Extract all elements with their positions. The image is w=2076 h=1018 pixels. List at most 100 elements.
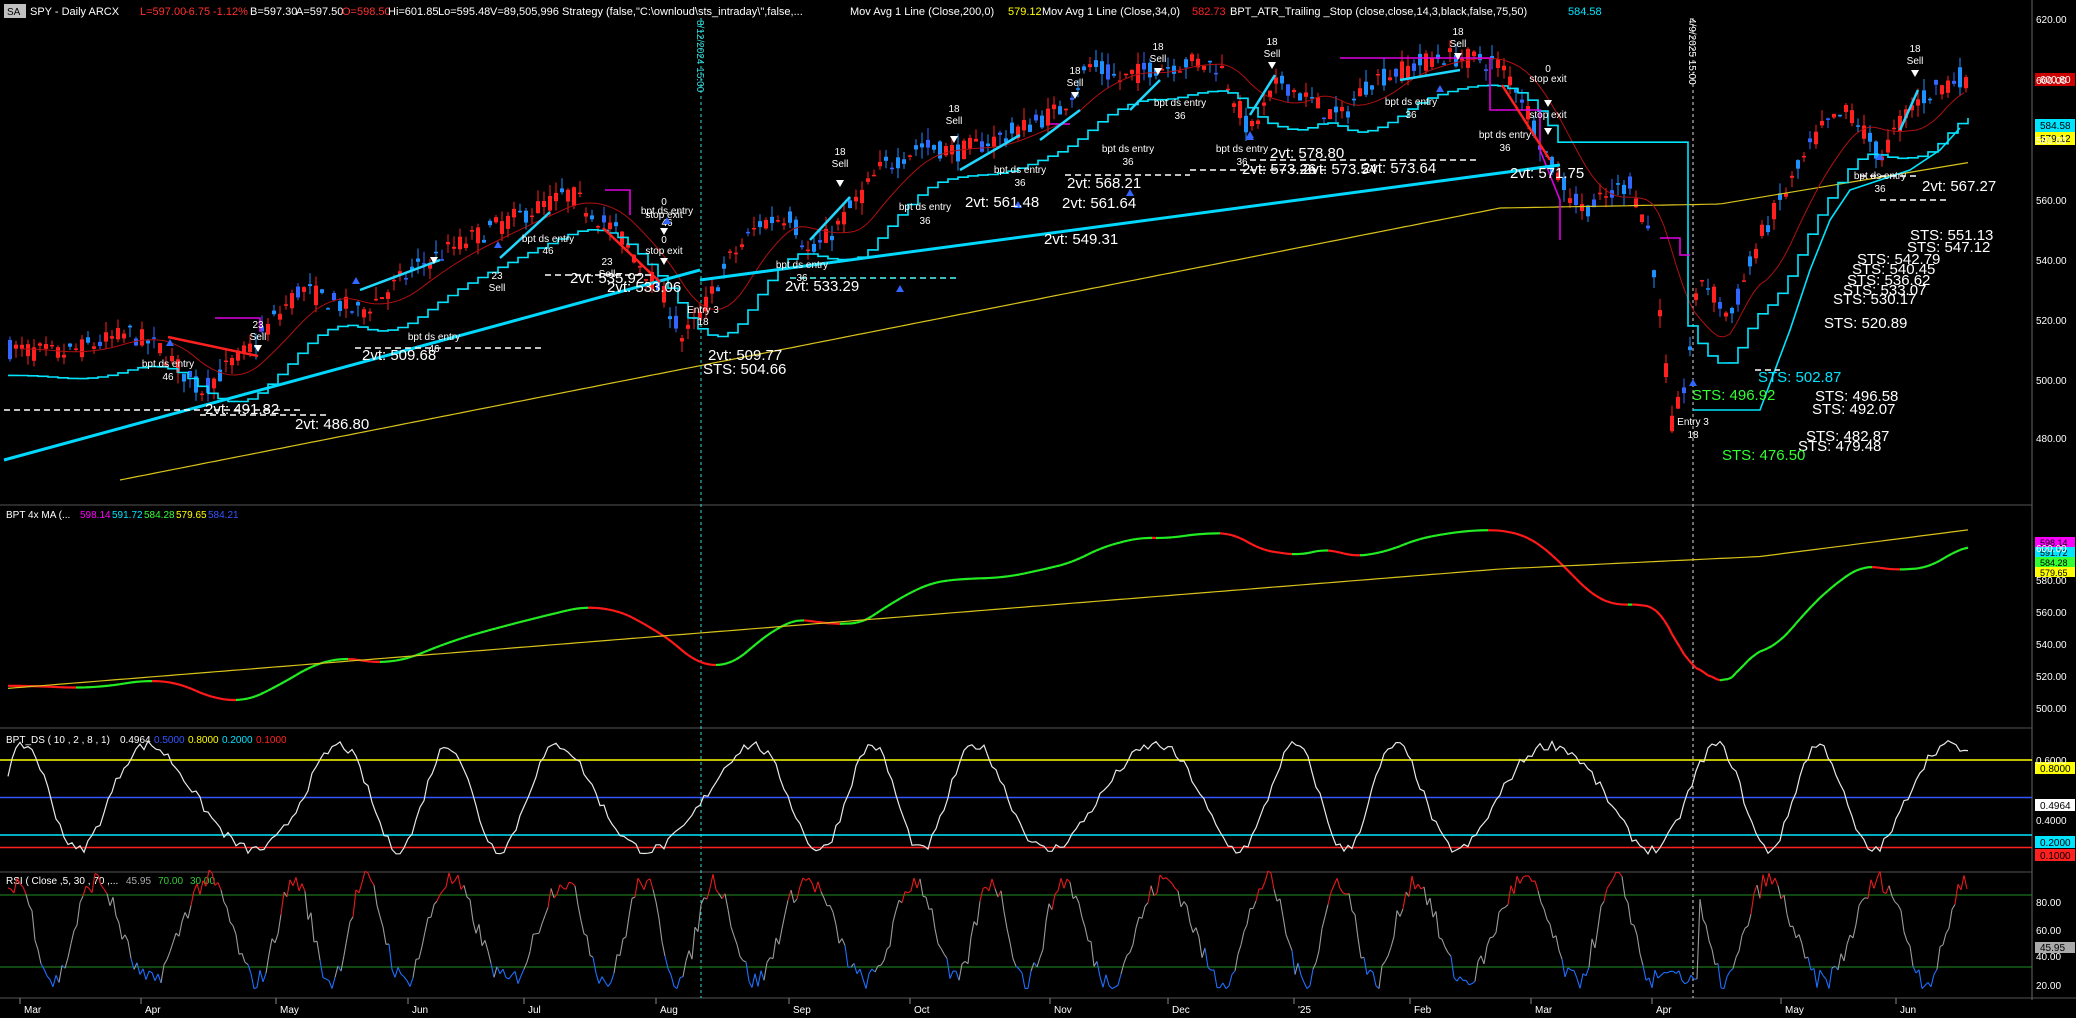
rsi-segment xyxy=(1213,969,1218,988)
rsi-segment xyxy=(1396,910,1401,917)
ma4-tick-label: 540.00 xyxy=(2036,640,2067,651)
candle-body xyxy=(872,174,876,177)
candle-body xyxy=(1928,98,1932,101)
ma4-segment xyxy=(459,636,465,640)
rsi-segment xyxy=(1690,974,1695,980)
ds-oscillator xyxy=(7,739,1969,855)
rsi-segment xyxy=(655,901,660,919)
ma4-slow-line xyxy=(7,529,1969,689)
rsi-segment xyxy=(1600,901,1605,907)
rsi-segment xyxy=(823,897,828,907)
rsi-segment xyxy=(1501,906,1506,910)
sell-arrow-icon xyxy=(836,180,844,187)
rsi-segment xyxy=(229,921,234,927)
buy-arrow-icon xyxy=(1436,85,1444,92)
buy-arrow-icon xyxy=(663,217,671,224)
ma4-segment xyxy=(1839,577,1845,582)
ma4-segment xyxy=(667,638,673,643)
ma4-segment xyxy=(1123,539,1129,543)
candle-body xyxy=(1442,63,1446,65)
rsi-segment xyxy=(1033,962,1038,968)
ma4-segment xyxy=(1719,678,1725,682)
rsi-segment xyxy=(1801,943,1806,959)
rsi-segment xyxy=(1687,974,1692,983)
candle-body xyxy=(530,215,534,218)
ma4-segment xyxy=(287,676,293,681)
rsi-segment xyxy=(1960,875,1965,891)
candle-body xyxy=(884,156,888,161)
rsi-segment xyxy=(559,884,564,889)
signal-annotation: 23 xyxy=(252,320,264,331)
ma4-segment xyxy=(603,607,609,611)
rsi-segment xyxy=(1417,883,1422,890)
candle-body xyxy=(1136,63,1140,84)
ds-value: 0.4964 xyxy=(120,735,151,746)
rsi-segment xyxy=(298,883,303,892)
rsi-segment xyxy=(169,942,174,952)
rsi-segment xyxy=(1021,972,1026,989)
rsi-segment xyxy=(1093,961,1098,967)
ma4-segment xyxy=(279,681,285,686)
ma4-segment xyxy=(419,651,425,655)
signal-annotation: 36 xyxy=(1174,111,1186,122)
rsi-segment xyxy=(814,881,819,893)
rsi-segment xyxy=(766,957,771,963)
rsi-segment xyxy=(697,904,702,932)
price-badge-text: 584.58 xyxy=(2040,121,2071,132)
candle-body xyxy=(1268,90,1272,98)
rsi-segment xyxy=(1633,925,1638,936)
candle-body xyxy=(830,235,834,241)
symbol-badge[interactable] xyxy=(4,4,26,18)
level-label: 2vt: 568.21 xyxy=(1067,175,1141,192)
candle-body xyxy=(1952,80,1956,84)
rsi-segment xyxy=(1516,875,1521,884)
ma4-segment xyxy=(1855,568,1861,572)
ma4-segment xyxy=(1363,553,1369,557)
ma4-segment xyxy=(503,624,509,628)
level-label: STS: 547.12 xyxy=(1907,239,1990,256)
candle-body xyxy=(644,279,648,281)
rsi-segment xyxy=(379,916,384,928)
rsi-segment xyxy=(682,960,687,977)
atr-trailing-stop xyxy=(8,84,1969,403)
level-label: 2vt: 567.27 xyxy=(1922,178,1996,195)
signal-annotation: 18 xyxy=(1452,27,1464,38)
candle-body xyxy=(1376,73,1380,76)
ma4-segment xyxy=(915,587,921,592)
signal-annotation: bpt ds entry xyxy=(1854,171,1906,182)
rsi-segment xyxy=(172,933,177,943)
rsi-segment xyxy=(367,872,372,881)
signal-annotation: 36 xyxy=(1405,110,1417,121)
candle-body xyxy=(260,326,264,332)
ma4-segment xyxy=(1439,533,1445,536)
ma4-segment xyxy=(1687,658,1693,665)
candle-body xyxy=(1778,193,1782,200)
candle-body xyxy=(602,215,606,223)
ma4-segment xyxy=(327,659,333,663)
ma4-segment xyxy=(1239,537,1245,541)
rsi-segment xyxy=(175,932,180,937)
ma4-segment xyxy=(939,580,945,583)
candle-body xyxy=(704,296,708,312)
ma4-segment xyxy=(563,609,569,613)
rsi-segment xyxy=(1288,942,1293,951)
rsi-segment xyxy=(451,880,456,884)
rsi-segment xyxy=(1408,875,1413,897)
candle-body xyxy=(1964,77,1968,89)
rsi-segment xyxy=(130,958,135,970)
rsi-segment xyxy=(1915,969,1920,974)
candle-body xyxy=(272,310,276,315)
ma4-segment xyxy=(1419,536,1425,541)
ma4-segment xyxy=(903,593,909,598)
candle-body xyxy=(248,343,252,352)
ma4-segment xyxy=(183,684,189,689)
rsi-segment xyxy=(373,885,378,906)
ma4-segment xyxy=(1699,668,1705,674)
ma4-segment xyxy=(699,660,705,665)
ma4-segment xyxy=(283,678,289,683)
ds-value: 0.2000 xyxy=(222,735,253,746)
rsi-segment xyxy=(1195,927,1200,938)
ma4-segment xyxy=(1387,547,1393,552)
rsi-segment xyxy=(1591,938,1596,949)
rsi-segment xyxy=(514,971,519,984)
